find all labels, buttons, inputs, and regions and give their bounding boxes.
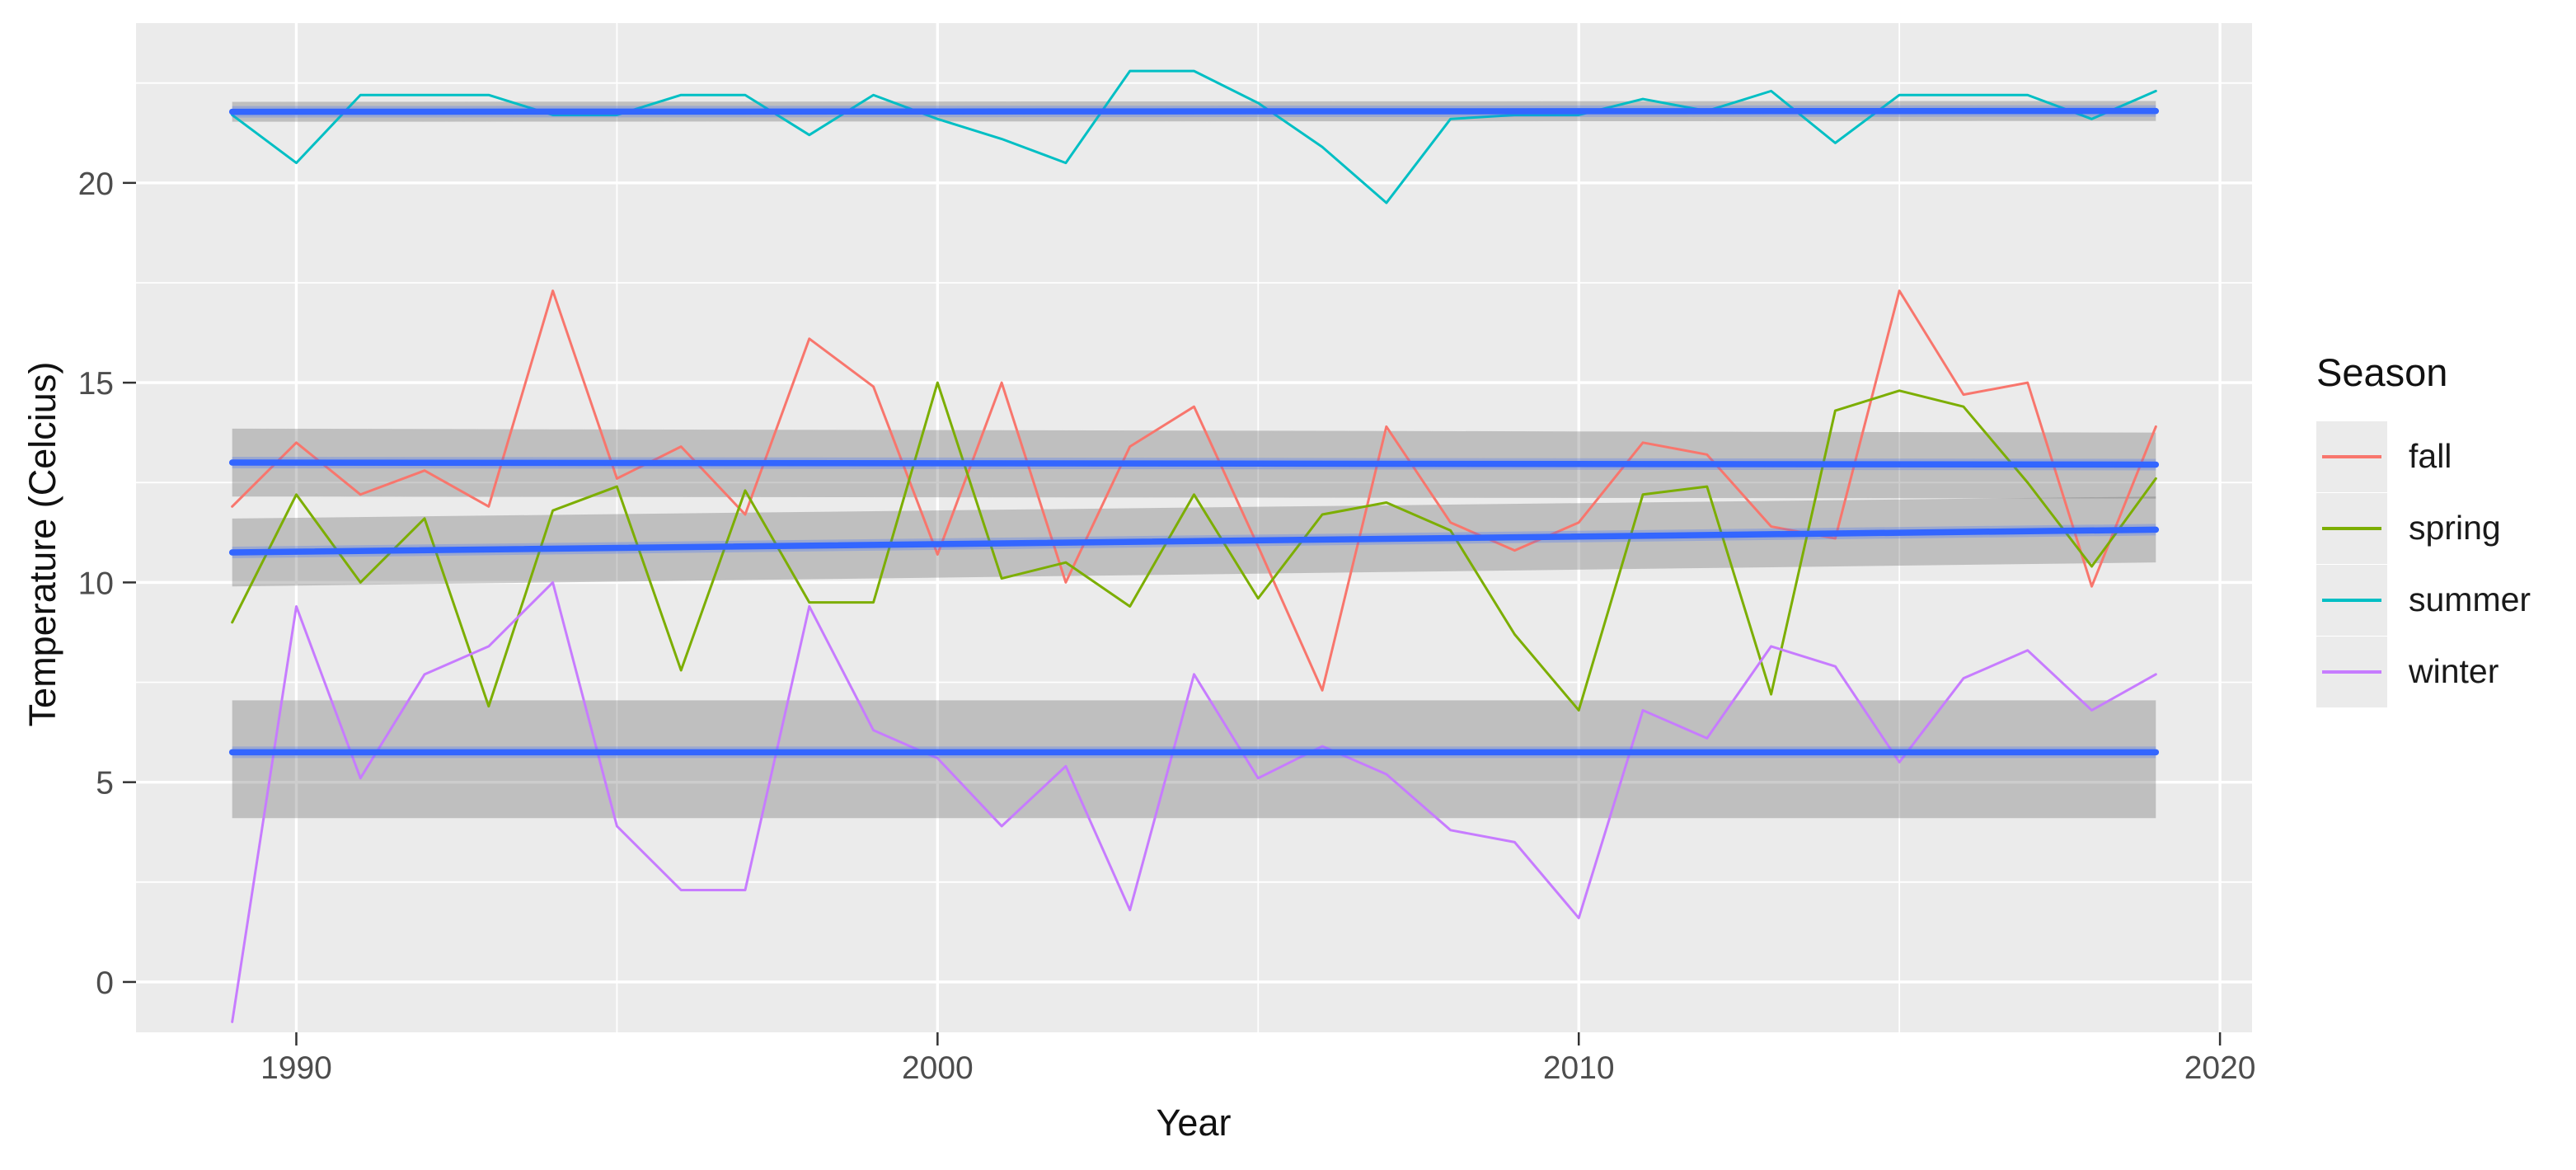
series-line-fall — [231, 289, 2157, 692]
legend-label: fall — [2409, 437, 2452, 475]
legend-label: summer — [2409, 580, 2531, 618]
legend-label: winter — [2409, 652, 2499, 690]
legend-key-line-icon — [2322, 526, 2381, 530]
legend-key-line-icon — [2322, 454, 2381, 458]
y-tick-label: 5 — [96, 766, 114, 801]
y-tick-label: 20 — [78, 167, 114, 202]
trend-line-fall — [228, 459, 2160, 468]
y-tick-label: 10 — [78, 566, 114, 601]
legend-key-fall — [2316, 421, 2387, 492]
legend-item-summer: summer — [2308, 564, 2576, 636]
legend-key-winter — [2316, 636, 2387, 707]
legend-item-winter: winter — [2308, 636, 2576, 707]
legend-key-spring — [2316, 492, 2387, 564]
legend-item-fall: fall — [2308, 421, 2576, 492]
x-tick-label: 2020 — [2184, 1050, 2256, 1086]
x-tick-label: 2010 — [1543, 1050, 1615, 1086]
series-line-winter — [231, 580, 2157, 1023]
trend-line-spring — [228, 526, 2160, 556]
series-line-summer — [231, 69, 2157, 204]
legend-key-line-icon — [2322, 670, 2381, 674]
legend-items: fall spring summer winter — [2308, 421, 2576, 707]
y-tick-label: 15 — [78, 366, 114, 402]
legend: Season fall spring summer winter — [2308, 340, 2576, 707]
y-axis-title: Temperature (Celcius) — [21, 361, 63, 727]
legend-key-summer — [2316, 564, 2387, 636]
trend-line-summer — [228, 107, 2160, 115]
ci-band-winter — [232, 700, 2156, 819]
legend-label: spring — [2409, 509, 2501, 547]
legend-title: Season — [2316, 350, 2448, 394]
x-axis-title: Year — [1156, 1102, 1232, 1144]
legend-item-spring: spring — [2308, 492, 2576, 564]
legend-key-line-icon — [2322, 598, 2381, 602]
x-tick-label: 2000 — [902, 1050, 974, 1086]
series-line-spring — [231, 381, 2157, 712]
x-tick-label: 1990 — [260, 1050, 332, 1086]
y-tick-label: 0 — [96, 966, 114, 1001]
